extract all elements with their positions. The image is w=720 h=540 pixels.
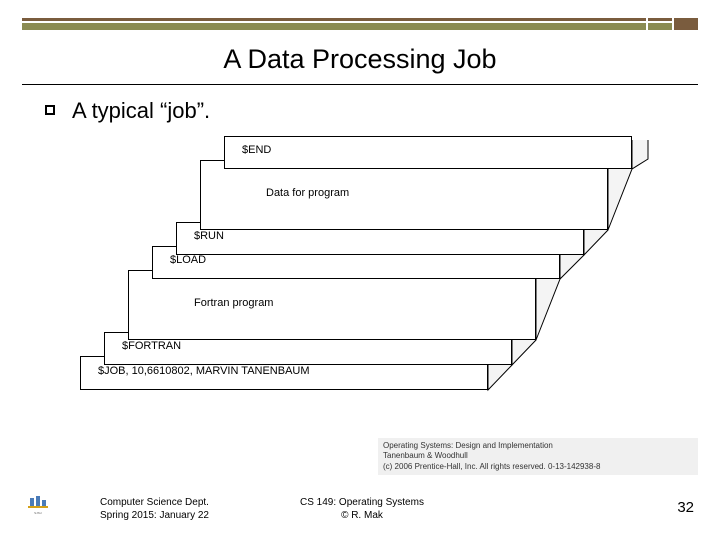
slide-title: A Data Processing Job <box>0 44 720 75</box>
footer-course: CS 149: Operating Systems <box>300 496 424 509</box>
title-underline <box>22 84 698 85</box>
bar-olive <box>22 23 646 30</box>
bullet-icon <box>45 105 55 115</box>
job-card-label: Data for program <box>266 187 349 199</box>
job-card <box>128 270 536 340</box>
job-card-label: $RUN <box>194 230 224 242</box>
job-card-label: $END <box>242 144 271 156</box>
university-logo: SJSU <box>26 492 50 516</box>
card-stack-diagram: $JOB, 10,6610802, MARVIN TANENBAUM $FORTR… <box>80 140 660 420</box>
cap-brown <box>648 18 672 21</box>
page-number: 32 <box>677 499 694 516</box>
svg-text:SJSU: SJSU <box>34 511 42 515</box>
citation-box: Operating Systems: Design and Implementa… <box>378 438 698 475</box>
job-card-label: $LOAD <box>170 254 206 266</box>
header-bar <box>22 18 698 32</box>
bar-brown <box>22 18 646 21</box>
job-card-label: $FORTRAN <box>122 340 181 352</box>
footer-left: Computer Science Dept. Spring 2015: Janu… <box>100 496 209 522</box>
footer-author: © R. Mak <box>300 509 424 522</box>
job-card-label: $JOB, 10,6610802, MARVIN TANENBAUM <box>98 365 310 377</box>
job-card-label: Fortran program <box>194 297 273 309</box>
job-card <box>200 160 608 230</box>
footer-center: CS 149: Operating Systems © R. Mak <box>300 496 424 522</box>
citation-line3: (c) 2006 Prentice-Hall, Inc. All rights … <box>383 462 693 472</box>
job-card <box>224 136 632 169</box>
cap-brown-end <box>674 18 698 30</box>
bullet-text: A typical “job”. <box>72 98 210 124</box>
cap-olive <box>648 23 672 30</box>
citation-line1: Operating Systems: Design and Implementa… <box>383 441 693 451</box>
footer: SJSU Computer Science Dept. Spring 2015:… <box>0 482 720 522</box>
citation-line2: Tanenbaum & Woodhull <box>383 451 693 461</box>
footer-term: Spring 2015: January 22 <box>100 509 209 522</box>
footer-dept: Computer Science Dept. <box>100 496 209 509</box>
